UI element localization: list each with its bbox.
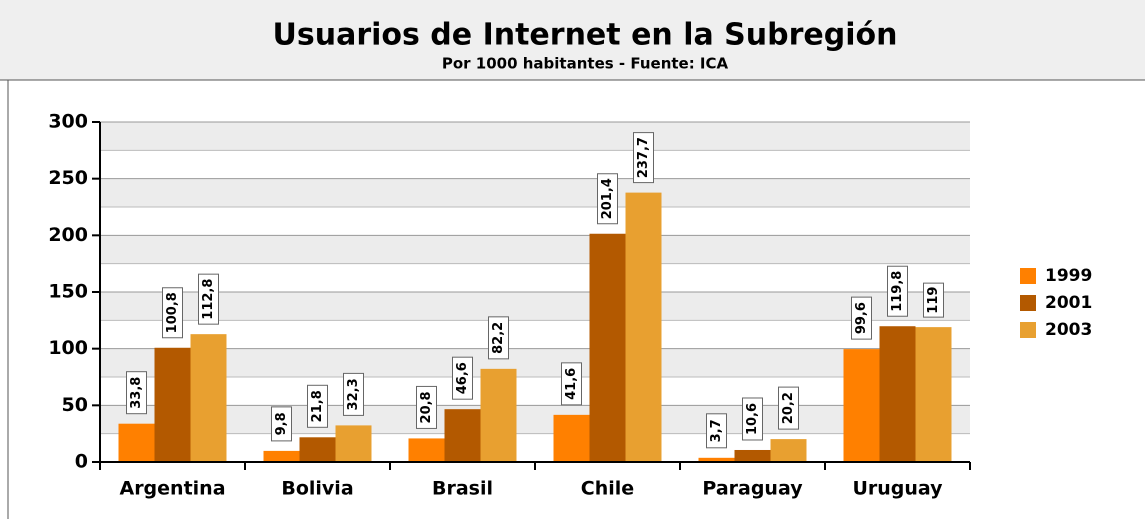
value-label: 41,6 — [564, 368, 579, 400]
value-label: 46,6 — [455, 362, 470, 394]
bar — [299, 437, 336, 462]
legend-swatch — [1020, 322, 1036, 338]
value-label-box — [307, 384, 328, 428]
x-tick-label: Bolivia — [281, 478, 353, 500]
bar — [335, 425, 372, 462]
value-label: 119 — [926, 287, 941, 314]
bar — [698, 457, 735, 462]
bar — [118, 423, 155, 462]
x-tick-label: Uruguay — [852, 478, 943, 500]
value-label-box — [633, 132, 654, 184]
value-label: 82,2 — [491, 322, 506, 354]
value-label-box — [198, 273, 219, 325]
legend-swatch — [1020, 268, 1036, 284]
value-label: 9,8 — [274, 412, 289, 435]
y-tick-label: 200 — [48, 224, 88, 246]
value-label-box — [851, 296, 872, 340]
value-label: 201,4 — [600, 178, 615, 219]
value-label: 20,8 — [419, 391, 434, 423]
value-label-box — [162, 287, 183, 339]
value-label: 20,2 — [781, 392, 796, 424]
bar — [589, 233, 626, 462]
bar — [190, 334, 227, 462]
value-label-box — [126, 371, 147, 415]
value-label-box — [923, 282, 944, 318]
value-label: 112,8 — [201, 279, 216, 320]
value-label: 100,8 — [165, 292, 180, 333]
value-label-box — [706, 413, 727, 449]
value-label: 33,8 — [129, 377, 144, 409]
value-label-box — [742, 397, 763, 441]
legend-label: 2001 — [1045, 293, 1092, 313]
bar — [625, 192, 662, 462]
y-tick-label: 300 — [48, 111, 88, 133]
value-label: 119,8 — [890, 271, 905, 312]
bar — [444, 409, 481, 462]
grid-band — [100, 348, 970, 377]
x-tick-label: Chile — [581, 478, 634, 500]
value-label-box — [452, 356, 473, 400]
value-label: 10,6 — [745, 403, 760, 435]
legend-swatch — [1020, 295, 1036, 311]
grid-band — [100, 405, 970, 434]
bar — [915, 327, 952, 462]
value-label-box — [561, 362, 582, 406]
y-tick-label: 250 — [48, 167, 88, 189]
legend-label: 2003 — [1045, 320, 1092, 340]
y-tick-label: 0 — [75, 451, 88, 473]
value-label: 237,7 — [636, 137, 651, 178]
y-tick-label: 50 — [62, 394, 88, 416]
value-label-box — [343, 372, 364, 416]
y-tick-label: 100 — [48, 337, 88, 359]
bar — [154, 347, 191, 462]
bar — [770, 439, 807, 462]
value-label: 21,8 — [310, 390, 325, 422]
x-tick-label: Brasil — [432, 478, 493, 500]
grid-band — [100, 235, 970, 264]
y-tick-label: 150 — [48, 281, 88, 303]
title-band — [0, 0, 1145, 80]
bar — [263, 450, 300, 462]
bar — [480, 368, 517, 462]
chart-subtitle: Por 1000 habitantes - Fuente: ICA — [442, 55, 729, 73]
bar — [408, 438, 445, 462]
grid-band — [100, 122, 970, 151]
value-label-box — [271, 406, 292, 442]
value-label-box — [416, 385, 437, 429]
x-tick-label: Paraguay — [702, 478, 803, 500]
value-label-box — [597, 173, 618, 225]
chart-title: Usuarios de Internet en la Subregión — [273, 18, 898, 53]
value-label: 3,7 — [709, 419, 724, 442]
value-label-box — [887, 265, 908, 317]
bar — [734, 449, 771, 462]
legend-label: 1999 — [1045, 266, 1092, 286]
grid-band — [100, 178, 970, 207]
value-label-box — [488, 316, 509, 360]
grid-band — [100, 292, 970, 321]
value-label: 32,3 — [346, 378, 361, 410]
bar — [879, 326, 916, 462]
bar — [843, 349, 880, 462]
bar — [553, 414, 590, 462]
value-label-box — [778, 386, 799, 430]
value-label: 99,6 — [854, 302, 869, 334]
x-tick-label: Argentina — [119, 478, 225, 500]
